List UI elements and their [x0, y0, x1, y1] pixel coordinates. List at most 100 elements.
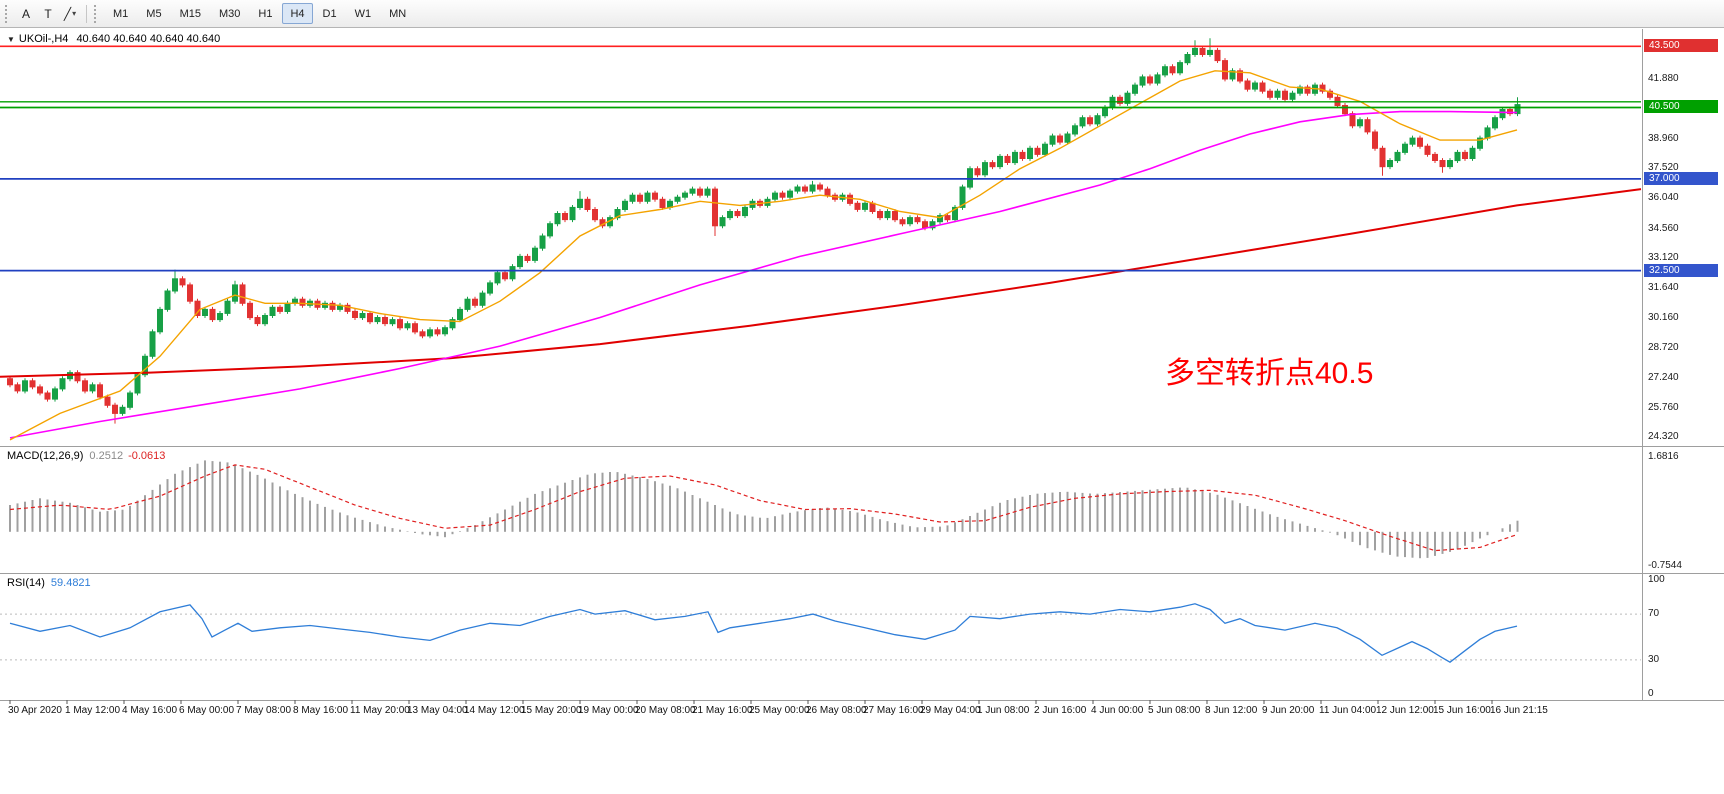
candle-body: [1439, 160, 1446, 168]
timeframe-h1-button[interactable]: H1: [250, 3, 280, 24]
time-axis-label: 7 May 08:00: [236, 705, 292, 716]
candle-body: [547, 223, 553, 237]
timeframe-m30-button[interactable]: M30: [211, 3, 248, 24]
horizontal-level-lines[interactable]: [0, 45, 1641, 272]
symbol-dropdown-icon[interactable]: ▼: [7, 35, 15, 44]
time-axis-label: 2 Jun 16:00: [1034, 705, 1087, 716]
candle-body: [907, 217, 913, 225]
rsi-plot: [0, 603, 1641, 663]
time-axis-label: 15 May 20:00: [521, 705, 582, 716]
rsi-name: RSI(14): [7, 577, 45, 589]
candle-body: [1447, 160, 1453, 168]
time-axis-label: 29 May 04:00: [920, 705, 981, 716]
candle-body: [29, 380, 36, 388]
macd-indicator-label: MACD(12,26,9) 0.2512 -0.0613: [7, 450, 165, 462]
draw-tool-button[interactable]: ╱ ▾: [59, 3, 81, 24]
macd-signal-line: [9, 464, 1518, 552]
candle-body: [172, 278, 178, 292]
candle-body: [397, 319, 403, 329]
candle-body: [967, 168, 973, 188]
candle-body: [427, 329, 433, 337]
price-axis-label: 33.120: [1648, 251, 1679, 263]
candle-body: [1304, 86, 1311, 94]
candle-body: [959, 186, 966, 208]
candle-body: [1087, 117, 1093, 125]
candle-body: [337, 304, 343, 310]
candle-body: [1484, 127, 1491, 139]
candle-body: [1364, 119, 1371, 133]
candle-body: [1117, 96, 1123, 104]
candle-body: [982, 162, 988, 176]
text-tool-button[interactable]: T: [37, 3, 59, 24]
candle-body: [697, 188, 703, 196]
candle-body: [1184, 54, 1191, 64]
candle-body: [1019, 151, 1026, 159]
time-axis-label: 20 May 08:00: [635, 705, 696, 716]
candle-body: [1334, 96, 1341, 107]
macd-axis-label: 1.6816: [1648, 450, 1679, 462]
candle-body: [352, 310, 358, 318]
chart-symbol-label: UKOil-,H4: [18, 33, 69, 45]
timeframe-m15-button[interactable]: M15: [172, 3, 209, 24]
price-axis-label: 38.960: [1648, 132, 1679, 144]
timeframe-m5-button[interactable]: M5: [138, 3, 169, 24]
candle-body: [1289, 92, 1296, 100]
price-axis-label: 27.240: [1648, 371, 1679, 383]
candle-body: [674, 196, 681, 202]
time-axis-label: 14 May 12:00: [464, 705, 525, 716]
candle-body: [779, 192, 786, 198]
candle-body: [877, 211, 883, 219]
candle-body: [652, 192, 658, 200]
timeframe-d1-button[interactable]: D1: [315, 3, 345, 24]
toolbar-grip[interactable]: [94, 4, 100, 23]
candle-body: [509, 266, 516, 280]
time-axis-label: 4 Jun 00:00: [1091, 705, 1144, 716]
candle-body: [37, 386, 43, 394]
candle-body: [817, 184, 823, 190]
candle-body: [299, 298, 306, 306]
candle-body: [577, 198, 583, 209]
candle-body: [1312, 84, 1318, 94]
price-axis-label: 37.520: [1648, 162, 1679, 174]
candle-body: [52, 388, 58, 400]
rsi-axis-label: 30: [1648, 653, 1660, 665]
price-marker-40.500: 40.500: [1644, 100, 1718, 114]
candle-body: [1372, 131, 1378, 149]
candle-body: [554, 213, 561, 225]
candle-body: [1462, 151, 1468, 159]
annotation-tool-button[interactable]: A: [15, 3, 37, 24]
timeframe-mn-button[interactable]: MN: [381, 3, 414, 24]
candle-body: [247, 302, 253, 319]
rsi-axis-label: 70: [1648, 608, 1660, 620]
toolbar-grip[interactable]: [5, 4, 11, 23]
candle-body: [149, 331, 156, 357]
candle-body: [899, 219, 906, 225]
timeframe-m1-button[interactable]: M1: [105, 3, 136, 24]
timeframe-h4-button[interactable]: H4: [282, 3, 313, 24]
candle-body: [457, 308, 463, 321]
time-axis-label: 15 Jun 16:00: [1433, 705, 1491, 716]
candle-body: [1094, 115, 1101, 125]
toolbar-separator: [86, 4, 87, 23]
time-axis-label: 26 May 08:00: [806, 705, 867, 716]
rsi-indicator-label: RSI(14) 59.4821: [7, 577, 91, 589]
time-axis-label: 5 Jun 08:00: [1148, 705, 1201, 716]
candle-body: [944, 215, 951, 221]
candle-body: [1132, 84, 1138, 94]
macd-name: MACD(12,26,9): [7, 450, 84, 462]
candle-body: [607, 217, 613, 227]
candle-body: [1252, 82, 1258, 90]
candle-body: [532, 247, 538, 261]
candle-body: [1072, 125, 1078, 135]
time-axis-label: 21 May 16:00: [692, 705, 753, 716]
candle-body: [142, 355, 148, 376]
candle-body: [1124, 92, 1131, 104]
candle-body: [622, 200, 628, 211]
candle-body: [689, 188, 696, 194]
candle-body: [614, 209, 621, 219]
candle-body: [524, 255, 531, 261]
candle-body: [1327, 90, 1333, 98]
price-axis-label: 24.320: [1648, 431, 1679, 443]
candle-body: [584, 198, 591, 211]
timeframe-w1-button[interactable]: W1: [347, 3, 380, 24]
